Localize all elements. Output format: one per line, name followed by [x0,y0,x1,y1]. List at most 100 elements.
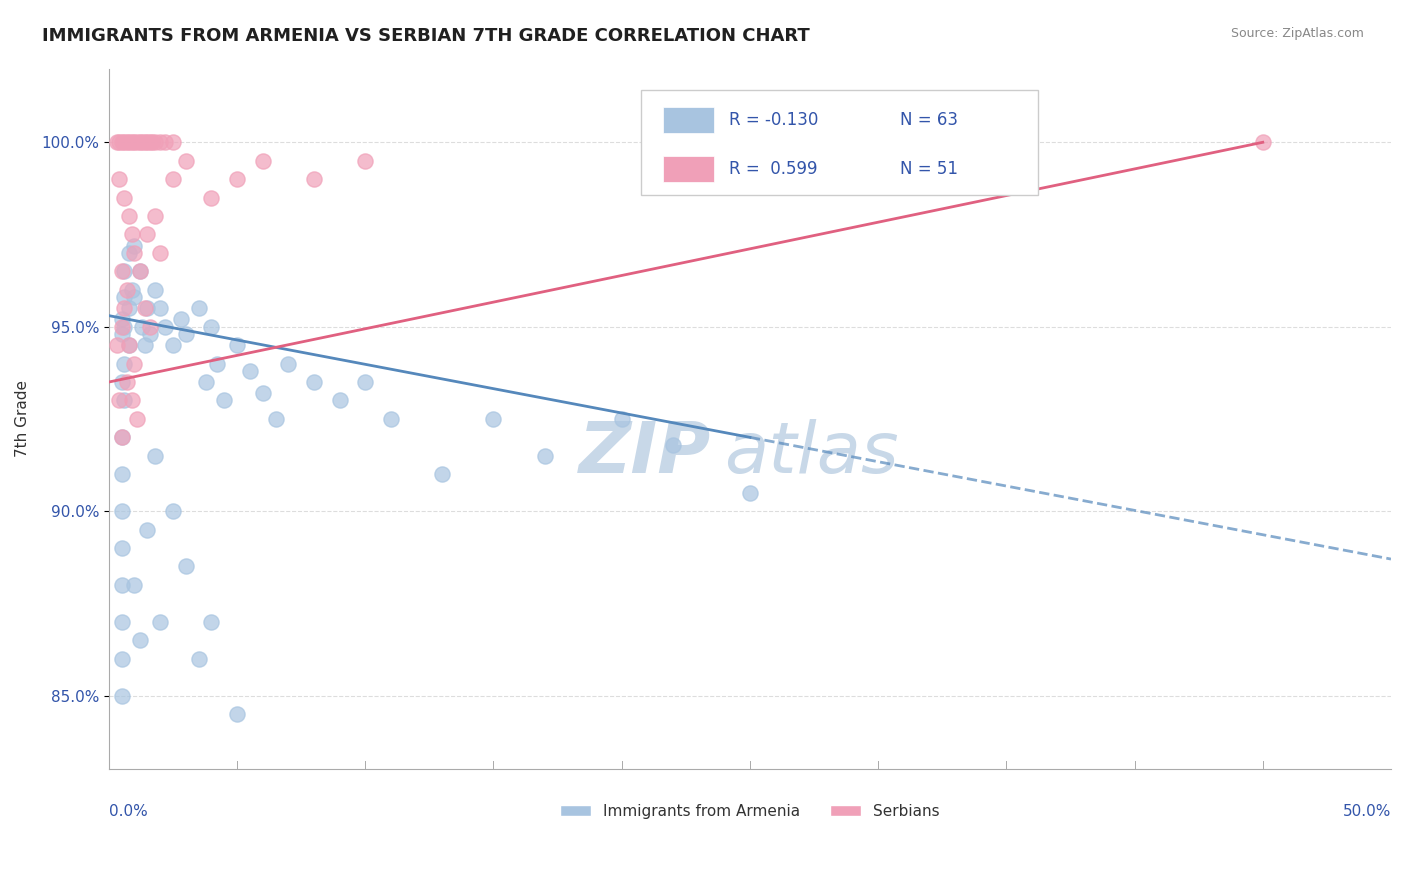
Point [143,449,166,463]
Point [124,357,146,371]
Point [302,172,325,186]
Point [112,357,135,371]
Point [131,136,153,150]
Point [111,541,134,555]
Point [115,375,138,389]
Text: 50.0%: 50.0% [1343,805,1391,820]
Point [195,375,218,389]
Point [149,136,172,150]
Point [155,136,177,150]
Text: N = 51: N = 51 [900,160,957,178]
Point [111,375,134,389]
Point [482,412,505,426]
Point [162,338,184,352]
Point [277,357,299,371]
Point [738,485,761,500]
Point [124,578,146,592]
Point [121,136,143,150]
Point [354,375,377,389]
Point [124,136,146,150]
Point [111,615,134,629]
Point [174,153,197,168]
Text: R =  0.599: R = 0.599 [730,160,818,178]
Point [108,172,131,186]
Point [149,615,172,629]
Point [134,338,156,352]
Point [115,283,138,297]
Point [252,153,274,168]
Point [149,301,172,316]
Point [136,523,159,537]
Point [169,312,191,326]
Point [112,191,135,205]
Point [118,246,141,260]
Text: atlas: atlas [724,419,898,489]
Point [105,136,128,150]
Point [252,386,274,401]
Point [112,301,135,316]
Point [162,504,184,518]
Point [128,264,150,278]
Point [143,136,166,150]
FancyBboxPatch shape [662,156,714,182]
Text: N = 63: N = 63 [900,111,957,129]
Point [174,327,197,342]
Point [432,467,454,482]
Point [995,153,1018,168]
Point [124,246,146,260]
Point [118,301,141,316]
Text: R = -0.130: R = -0.130 [730,111,818,129]
Point [662,438,685,452]
Point [124,238,146,252]
Point [134,136,156,150]
Point [112,136,135,150]
Point [121,227,143,242]
Point [162,172,184,186]
Point [111,578,134,592]
Point [139,136,162,150]
Point [118,338,141,352]
Point [128,264,150,278]
Point [115,136,138,150]
Point [1251,136,1274,150]
Point [105,338,128,352]
Point [111,312,134,326]
Point [136,227,159,242]
Point [111,430,134,444]
Point [121,393,143,408]
Point [212,393,235,408]
Point [111,319,134,334]
Point [264,412,287,426]
Text: IMMIGRANTS FROM ARMENIA VS SERBIAN 7TH GRADE CORRELATION CHART: IMMIGRANTS FROM ARMENIA VS SERBIAN 7TH G… [42,27,810,45]
Point [329,393,352,408]
Point [128,136,150,150]
Text: Source: ZipAtlas.com: Source: ZipAtlas.com [1230,27,1364,40]
Point [187,301,209,316]
Text: 0.0%: 0.0% [108,805,148,820]
Point [131,319,153,334]
Point [111,651,134,665]
Point [354,153,377,168]
Point [111,689,134,703]
Point [111,430,134,444]
Point [136,301,159,316]
FancyBboxPatch shape [662,107,714,133]
Point [200,615,222,629]
Point [112,290,135,304]
Point [124,290,146,304]
Point [118,338,141,352]
Point [121,283,143,297]
Y-axis label: 7th Grade: 7th Grade [15,380,30,458]
Point [610,412,633,426]
Point [200,319,222,334]
Point [118,136,141,150]
Point [136,136,159,150]
Point [112,319,135,334]
Point [302,375,325,389]
Point [200,191,222,205]
Point [143,209,166,223]
Point [111,327,134,342]
Text: ZIP: ZIP [579,419,711,489]
FancyBboxPatch shape [641,89,1039,194]
Point [143,283,166,297]
